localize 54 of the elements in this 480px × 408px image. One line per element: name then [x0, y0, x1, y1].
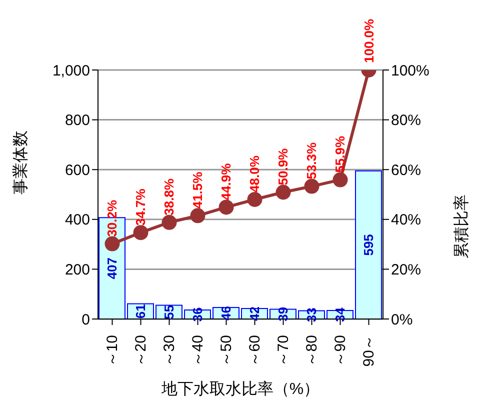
point [133, 225, 148, 240]
point [276, 184, 291, 200]
data-label: 33 [304, 308, 319, 322]
point [247, 192, 262, 207]
data-label: 30.2% [104, 200, 120, 237]
data-label: 595 [361, 234, 376, 256]
y2-tick-label: 40% [391, 212, 422, 229]
data-label: 41.5% [190, 171, 206, 209]
data-label: 48.0% [247, 155, 262, 192]
x-tick-label: ～30 [160, 335, 178, 367]
data-label: 34 [332, 306, 348, 322]
data-label: 100.0% [361, 18, 376, 63]
data-label: 50.9% [276, 148, 291, 186]
y2-tick-label: 80% [391, 112, 422, 130]
x-tick-label: ～40 [189, 335, 206, 367]
y2-tick-label: 60% [391, 162, 422, 179]
data-label: 61 [133, 304, 148, 319]
x-tick-label: ～50 [218, 335, 235, 367]
data-label: 53.3% [304, 142, 320, 180]
y-axis-title: 事業体数 [12, 130, 30, 194]
y2-tick-label: 100% [391, 62, 430, 80]
data-label: 407 [104, 257, 120, 280]
x-tick-label: ～20 [132, 335, 150, 367]
y-tick-label: 400 [64, 212, 90, 229]
point [218, 200, 234, 215]
data-label: 36 [190, 307, 205, 322]
x-tick-label: ～90 [332, 335, 349, 367]
y-tick-label: 200 [64, 262, 90, 279]
data-label: 55.9% [332, 136, 348, 173]
data-label: 44.9% [218, 162, 234, 200]
data-label: 46 [218, 306, 234, 321]
x-tick-label: ～10 [104, 335, 121, 367]
x-tick-label: ～70 [274, 335, 292, 367]
point [190, 208, 206, 224]
data-label: 42 [247, 306, 262, 322]
y-tick-label: 1,000 [52, 62, 90, 80]
data-label: 38.8% [162, 178, 177, 216]
x-tick-label: ～80 [303, 335, 320, 367]
y-tick-label: 0 [82, 311, 90, 328]
data-label: 39 [276, 306, 290, 322]
y-tick-label: 600 [64, 162, 90, 179]
y-tick-label: 800 [64, 112, 90, 130]
data-label: 55 [162, 304, 176, 320]
point [304, 178, 320, 194]
y2-axis-title: 累積比率 [452, 194, 471, 258]
y2-tick-label: 20% [391, 262, 422, 279]
x-tick-label: 90～ [360, 335, 378, 367]
x-axis-title: 地下水取水比率（%） [160, 380, 320, 398]
x-tick-label: ～60 [246, 335, 264, 367]
point [332, 172, 348, 188]
point [104, 236, 120, 252]
data-label: 34.7% [133, 188, 148, 226]
point [162, 214, 177, 230]
y2-tick-label: 0% [391, 311, 413, 328]
